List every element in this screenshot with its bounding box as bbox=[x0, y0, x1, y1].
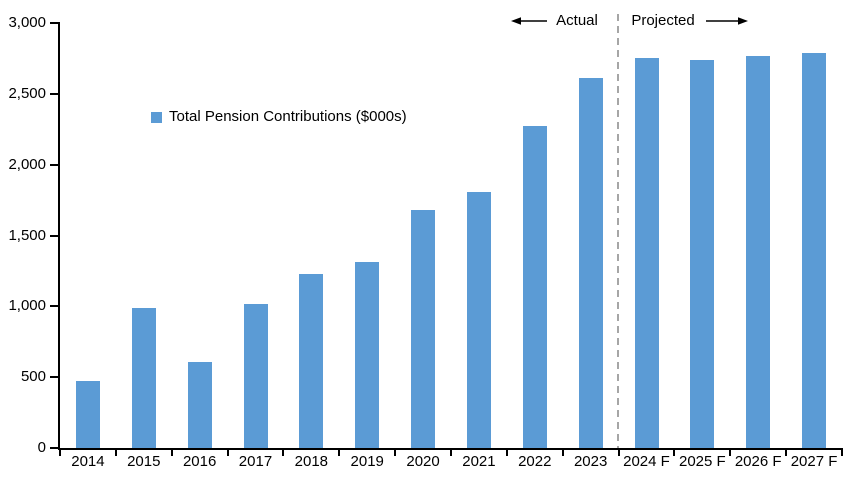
actual-left-arrow-icon bbox=[511, 17, 547, 25]
x-axis-tick-mark bbox=[785, 450, 788, 456]
bar-2021 bbox=[466, 191, 491, 448]
bar-2018 bbox=[299, 273, 324, 448]
x-axis-tick-label: 2016 bbox=[182, 453, 217, 470]
x-axis-tick-label: 2018 bbox=[294, 453, 329, 470]
y-axis-tick-label: 2,000 bbox=[8, 155, 46, 173]
x-axis-tick-mark bbox=[505, 450, 508, 456]
y-axis-tick-mark bbox=[50, 447, 58, 449]
y-axis-tick-mark bbox=[50, 305, 58, 308]
x-axis-tick-label: 2024 F bbox=[623, 453, 670, 470]
x-axis-tick-mark bbox=[282, 450, 285, 456]
x-axis-tick-label: 2021 bbox=[462, 453, 496, 470]
x-axis-line bbox=[58, 448, 843, 450]
x-axis-tick-mark bbox=[170, 450, 173, 456]
bar-2020 bbox=[411, 210, 436, 448]
x-axis-tick-label: 2023 bbox=[573, 453, 608, 470]
x-axis-tick-mark bbox=[226, 450, 229, 456]
x-axis-tick-mark bbox=[394, 450, 397, 456]
x-axis-tick-mark bbox=[338, 450, 341, 456]
x-axis-tick-label: 2027 F bbox=[790, 453, 838, 470]
bar-2027-f bbox=[802, 52, 827, 448]
actual-projected-divider bbox=[617, 14, 619, 449]
bar-2026-f bbox=[746, 55, 771, 448]
x-axis-tick-label: 2015 bbox=[127, 453, 161, 470]
x-axis-tick-mark bbox=[114, 450, 117, 456]
x-axis-tick-label: 2014 bbox=[71, 453, 105, 470]
y-axis-tick-label: 1,000 bbox=[8, 297, 46, 315]
actual-section-label: Actual bbox=[556, 12, 598, 29]
x-axis-tick-label: 2020 bbox=[406, 453, 440, 470]
y-axis-tick-mark bbox=[50, 22, 58, 24]
y-axis-tick-mark bbox=[50, 376, 58, 379]
x-axis-tick-label: 2017 bbox=[238, 453, 273, 470]
bar-2024-f bbox=[634, 58, 659, 448]
x-axis-tick-mark bbox=[673, 450, 676, 456]
bar-2025-f bbox=[690, 59, 715, 448]
bar-2015 bbox=[131, 307, 156, 448]
y-axis-tick-mark bbox=[50, 234, 58, 237]
x-axis-tick-mark bbox=[841, 450, 843, 456]
x-axis-tick-mark bbox=[561, 450, 564, 456]
y-axis-tick-label: 1,500 bbox=[8, 226, 46, 244]
bar-2014 bbox=[75, 381, 100, 448]
legend-label: Total Pension Contributions ($000s) bbox=[169, 108, 407, 125]
y-axis-tick-label: 500 bbox=[20, 368, 46, 386]
bar-2022 bbox=[522, 126, 547, 448]
legend-marker-icon bbox=[151, 111, 162, 123]
x-axis-tick-mark bbox=[450, 450, 452, 456]
y-axis-tick-label: 0 bbox=[37, 439, 46, 456]
x-axis-tick-mark bbox=[729, 450, 732, 456]
y-axis-tick-mark bbox=[50, 163, 58, 166]
y-axis-tick-label: 2,500 bbox=[8, 84, 46, 102]
bar-2017 bbox=[243, 303, 268, 448]
y-axis-tick-mark bbox=[50, 92, 58, 95]
x-axis-tick-mark bbox=[59, 450, 61, 456]
x-axis-tick-mark bbox=[617, 450, 620, 456]
bar-2019 bbox=[355, 262, 380, 448]
projected-right-arrow-icon bbox=[706, 17, 748, 25]
legend: Total Pension Contributions ($000s) bbox=[151, 108, 407, 126]
x-axis-tick-label: 2026 F bbox=[734, 453, 782, 470]
x-axis-tick-label: 2019 bbox=[350, 453, 384, 470]
bar-2023 bbox=[578, 78, 603, 448]
projected-section-label: Projected bbox=[631, 12, 695, 29]
y-axis-tick-label: 3,000 bbox=[8, 14, 46, 31]
x-axis-tick-label: 2022 bbox=[518, 453, 552, 470]
bar-2016 bbox=[187, 361, 212, 448]
y-axis-line bbox=[58, 22, 60, 450]
x-axis-tick-label: 2025 F bbox=[678, 453, 726, 470]
